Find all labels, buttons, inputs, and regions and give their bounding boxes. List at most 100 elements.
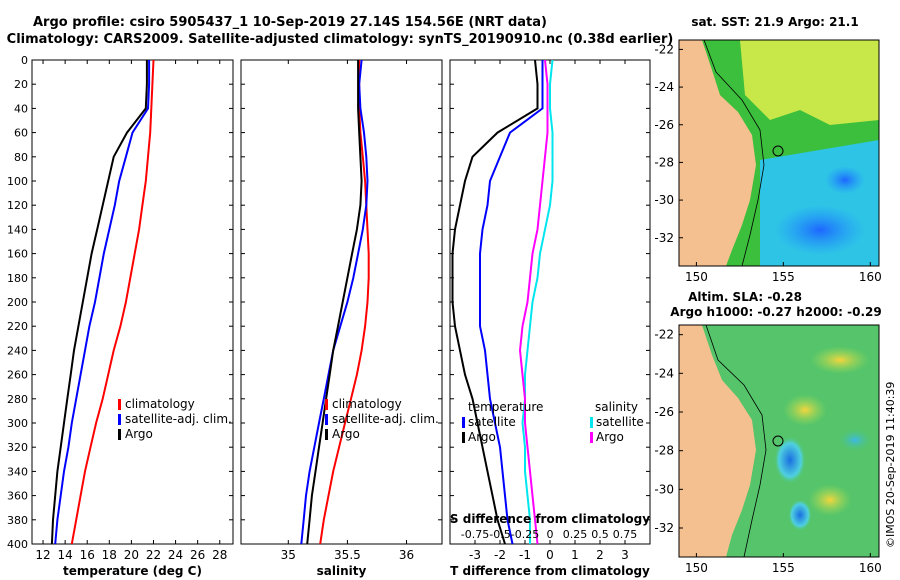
- map-y-tick-label: -22: [654, 328, 674, 342]
- legend-swatch: [118, 399, 121, 410]
- legend-label: satellite-adj. clim.: [125, 412, 232, 426]
- legend-label: Argo: [125, 427, 153, 441]
- x-tick-label: 1: [571, 548, 579, 562]
- sla-frame: [678, 324, 880, 558]
- map-x-tick-label: 160: [859, 561, 882, 575]
- sst-map: 150 155 160 -22 -24 -26 -28 -30 -32: [654, 39, 882, 284]
- legend-label: climatology: [125, 397, 195, 411]
- sst-land: [679, 40, 756, 266]
- sla-yellow-patch-2: [808, 484, 852, 516]
- sla-yellow-patch: [783, 394, 827, 426]
- series-climatology: [319, 60, 370, 545]
- x-tick-label: 22: [146, 548, 161, 562]
- map-y-tick-label: -30: [654, 482, 674, 496]
- y-tick-label: 200: [7, 296, 28, 309]
- y-tick-label: 100: [7, 175, 28, 188]
- y-tick-label: 320: [7, 441, 28, 454]
- y-tick-label: 240: [7, 344, 28, 357]
- x-tick-label: 16: [80, 548, 95, 562]
- legend-swatch: [590, 417, 593, 428]
- sla-map-subtitle: Argo h1000: -0.27 h2000: -0.29: [670, 305, 881, 319]
- sst-blue-patch-2: [825, 166, 865, 194]
- y-tick-label: 80: [14, 151, 28, 164]
- series-temperature-satellite: [479, 60, 544, 545]
- y-tick-label: 360: [7, 490, 28, 503]
- legend-label: climatology: [332, 397, 402, 411]
- sla-yellow-patch-3: [810, 346, 870, 374]
- x-tick-label: 3: [621, 548, 629, 562]
- sla-contour: [705, 325, 767, 557]
- legend-label: Argo: [596, 430, 624, 444]
- legend-label: satellite-adj. clim.: [332, 412, 439, 426]
- sst-contour: [703, 40, 765, 266]
- temperature-panel: 0 20 40 60 80 100 120 140 160 180 200 220 240 260 280 3…: [7, 54, 234, 578]
- map-x-tick-label: 150: [685, 270, 708, 284]
- x-tick-label: 18: [102, 548, 117, 562]
- map-x-tick-label: 160: [859, 270, 882, 284]
- sst-warm-region: [740, 40, 879, 125]
- map-x-tick-label: 155: [772, 270, 795, 284]
- legend-swatch: [325, 399, 328, 410]
- sla-blue-patch-2: [788, 499, 812, 531]
- top-tick-label: -0.5: [489, 528, 510, 541]
- map-y-tick-label: -22: [654, 42, 674, 56]
- y-tick-label: 160: [7, 248, 28, 261]
- sst-map-title: sat. SST: 21.9 Argo: 21.1: [691, 15, 858, 29]
- x-tick-label: 2: [596, 548, 604, 562]
- credit-text: ©IMOS 20-Sep-2019 11:40:39: [884, 382, 897, 548]
- top-tick-label: 0.25: [563, 528, 588, 541]
- y-tick-label: 40: [14, 102, 28, 115]
- x-tick-label: -3: [469, 548, 481, 562]
- sla-argo-marker: [772, 435, 784, 447]
- sla-map: 150 155 160 -22 -24 -26 -28 -30 -32: [654, 324, 882, 575]
- legend-swatch: [462, 417, 465, 428]
- series-argo: [50, 60, 148, 545]
- header-line2: Climatology: CARS2009. Satellite-adjuste…: [7, 32, 674, 47]
- series-satellite-adj-clim-: [300, 59, 369, 545]
- y-tick-label: 280: [7, 393, 28, 406]
- legend-salinity-title: salinity: [595, 400, 638, 414]
- y-tick-label: 0: [21, 54, 28, 67]
- x-tick-label: 0: [546, 548, 554, 562]
- top-axis-label: S difference from climatology: [450, 512, 650, 526]
- series-argo: [306, 60, 363, 545]
- header-line1: Argo profile: csiro 5905437_1 10-Sep-201…: [33, 15, 547, 30]
- x-tick-label: 26: [190, 548, 205, 562]
- map-y-tick-label: -30: [654, 193, 674, 207]
- map-y-tick-label: -32: [654, 521, 674, 535]
- y-tick-label: 220: [7, 320, 28, 333]
- x-tick-label: -2: [494, 548, 506, 562]
- x-axis-label: temperature (deg C): [63, 564, 202, 578]
- y-tick-label: 260: [7, 369, 28, 382]
- sla-cyan-patch: [837, 428, 873, 452]
- series-salinity-satellite: [521, 59, 554, 544]
- x-tick-label: 35.5: [334, 548, 361, 562]
- x-tick-label: 35: [281, 548, 296, 562]
- sla-blue-patch: [774, 436, 806, 484]
- y-tick-label: 60: [14, 127, 28, 140]
- map-y-tick-label: -28: [654, 444, 674, 458]
- map-y-tick-label: -28: [654, 155, 674, 169]
- map-y-tick-label: -24: [654, 80, 674, 94]
- y-tick-label: 400: [7, 538, 28, 551]
- x-tick-label: 14: [57, 548, 72, 562]
- top-tick-label: -0.75: [461, 528, 489, 541]
- x-tick-label: 36: [399, 548, 414, 562]
- y-tick-label: 140: [7, 223, 28, 236]
- y-tick-label: 380: [7, 514, 28, 527]
- x-tick-label: -1: [519, 548, 531, 562]
- series-satellite-adj-clim-: [54, 60, 151, 545]
- sst-frame: [678, 39, 880, 267]
- legend-label: satellite: [468, 415, 516, 429]
- series-climatology: [70, 59, 155, 545]
- map-y-tick-label: -26: [654, 118, 674, 132]
- map-y-tick-label: -32: [654, 231, 674, 245]
- top-tick-label: 0.75: [613, 528, 638, 541]
- map-y-tick-label: -26: [654, 405, 674, 419]
- y-tick-label: 300: [7, 417, 28, 430]
- x-tick-label: 12: [35, 548, 50, 562]
- difference-panel: -3 -2 -1 0 1 2 3 T difference from climatology S…: [449, 59, 651, 578]
- series-salinity-argo: [518, 59, 549, 545]
- y-tick-label: 180: [7, 272, 28, 285]
